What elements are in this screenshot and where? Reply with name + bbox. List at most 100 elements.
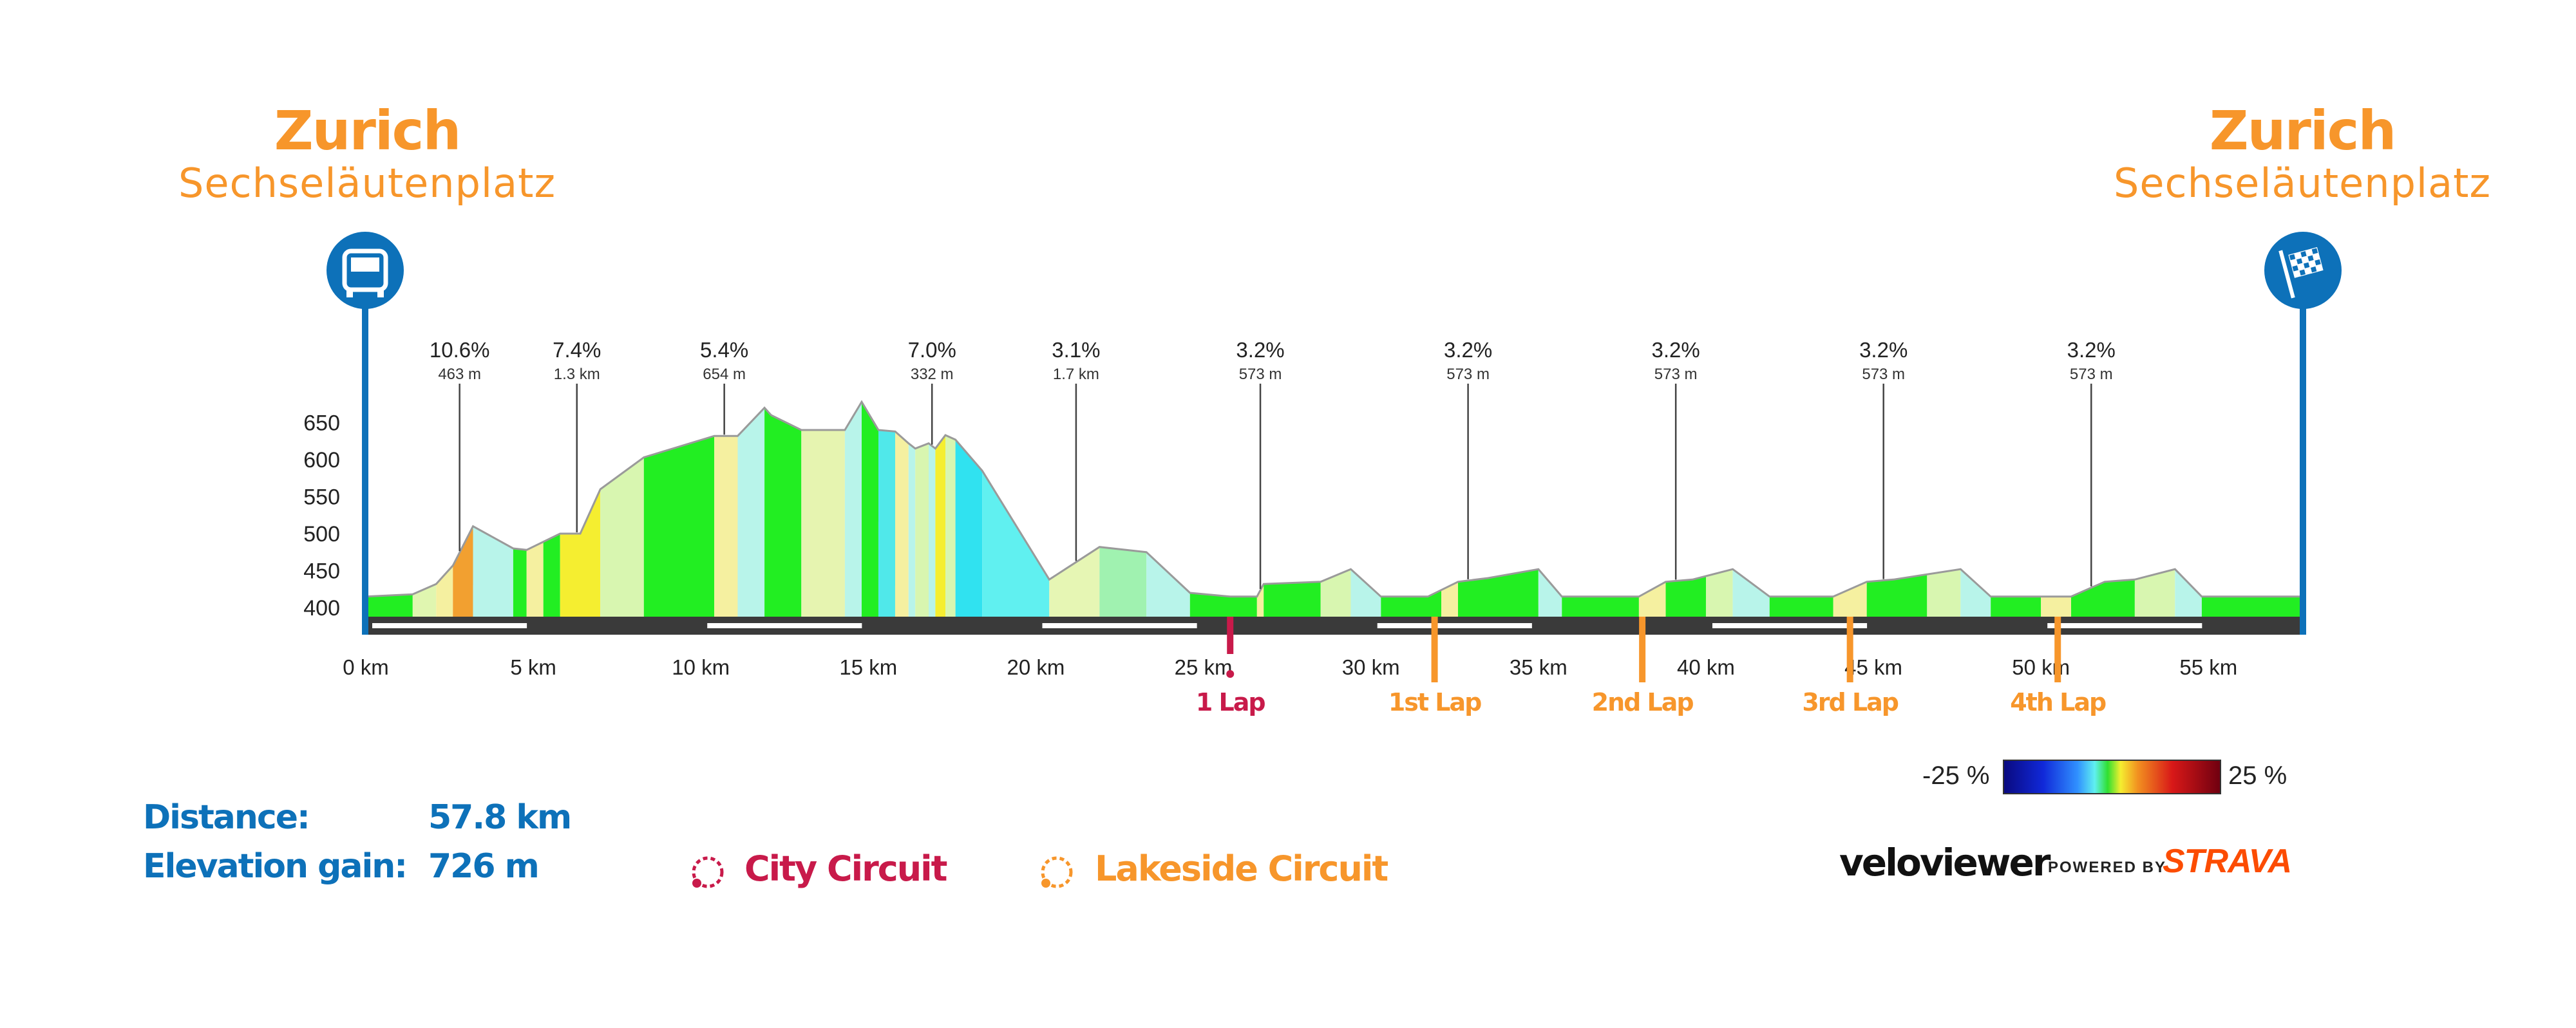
lap-marker bbox=[1431, 617, 1438, 682]
y-tick-label: 550 bbox=[303, 485, 340, 510]
climb-length-label: 654 m bbox=[703, 366, 746, 383]
profile-segment bbox=[1538, 569, 1562, 621]
road-dash bbox=[1712, 623, 1868, 628]
road-dash bbox=[1042, 623, 1197, 628]
profile-segment bbox=[412, 584, 437, 621]
gradient-scale-min: -25 % bbox=[1922, 762, 1990, 790]
lap-label: 1 Lap bbox=[1196, 688, 1265, 716]
start-place: Sechseläutenplatz bbox=[178, 160, 556, 207]
climb-gradient-label: 3.2% bbox=[1236, 338, 1284, 362]
road-dash bbox=[2047, 623, 2202, 628]
profile-segment bbox=[473, 526, 513, 621]
start-icon bbox=[327, 232, 404, 309]
profile-segment bbox=[2071, 579, 2135, 621]
lakeside-circuit-label: Lakeside Circuit bbox=[1095, 848, 1388, 889]
profile-segment bbox=[560, 489, 601, 621]
start-pole bbox=[362, 303, 368, 635]
x-tick-label: 30 km bbox=[1342, 655, 1400, 679]
profile-segment bbox=[1769, 596, 1833, 621]
x-tick-label: 25 km bbox=[1175, 655, 1233, 679]
profile-segment bbox=[1381, 590, 1441, 621]
profile-segment bbox=[1441, 581, 1458, 621]
profile-segment bbox=[764, 407, 802, 621]
road-strip bbox=[366, 617, 2302, 635]
profile-segment bbox=[1264, 581, 1321, 621]
x-tick-label: 50 km bbox=[2012, 655, 2070, 679]
profile-segment bbox=[908, 443, 916, 621]
x-tick-label: 5 km bbox=[510, 655, 556, 679]
profile-outline bbox=[365, 400, 2302, 598]
profile-segment bbox=[935, 435, 946, 621]
y-tick-label: 650 bbox=[303, 411, 340, 436]
climb-gradient-label: 3.2% bbox=[1652, 338, 1700, 362]
climb-length-label: 573 m bbox=[2070, 366, 2113, 383]
lap-label: 3rd Lap bbox=[1802, 688, 1898, 716]
profile-segment bbox=[737, 407, 765, 621]
profile-segment bbox=[915, 443, 929, 621]
profile-segment bbox=[1665, 575, 1706, 621]
lap-marker bbox=[2054, 617, 2061, 682]
climb-length-label: 573 m bbox=[1239, 366, 1282, 383]
profile-segment bbox=[945, 435, 956, 621]
profile-segment bbox=[1457, 569, 1539, 621]
lap-marker-dot bbox=[1226, 670, 1235, 678]
profile-segment bbox=[1705, 569, 1733, 621]
lap-marker bbox=[1227, 617, 1234, 654]
profile-segment bbox=[643, 436, 715, 621]
profile-segment bbox=[801, 430, 845, 621]
profile-segment bbox=[2134, 569, 2175, 621]
strava-logo: STRAVA bbox=[2163, 843, 2292, 880]
road-dash bbox=[372, 623, 527, 628]
profile-segment bbox=[1927, 569, 1961, 621]
finish-city: Zurich bbox=[2209, 99, 2397, 162]
profile-segment bbox=[1256, 584, 1264, 621]
climb-length-label: 573 m bbox=[1446, 366, 1490, 383]
x-tick-label: 0 km bbox=[343, 655, 389, 679]
profile-segment bbox=[1638, 581, 1666, 621]
climb-gradient-label: 3.2% bbox=[1444, 338, 1492, 362]
climb-gradient-label: 7.4% bbox=[553, 338, 601, 362]
climb-length-label: 1.7 km bbox=[1053, 366, 1099, 383]
profile-segment bbox=[453, 526, 473, 621]
y-tick-label: 500 bbox=[303, 522, 340, 547]
x-tick-label: 15 km bbox=[839, 655, 897, 679]
y-tick-label: 600 bbox=[303, 448, 340, 472]
climb-gradient-label: 7.0% bbox=[908, 338, 956, 362]
profile-segment bbox=[1991, 596, 2041, 621]
lap-label: 1st Lap bbox=[1388, 688, 1481, 716]
profile-segment bbox=[1732, 569, 1770, 621]
profile-segment bbox=[2201, 596, 2302, 621]
gradient-color-bar bbox=[2003, 760, 2221, 794]
profile-segment bbox=[955, 440, 983, 621]
y-tick-label: 400 bbox=[303, 596, 340, 621]
veloviewer-logo: veloviewer bbox=[1839, 841, 2050, 884]
climb-gradient-label: 10.6% bbox=[430, 338, 490, 362]
profile-segment bbox=[1960, 569, 1991, 621]
climb-length-label: 463 m bbox=[438, 366, 481, 383]
profile-segment bbox=[1146, 552, 1190, 621]
distance-label: Distance: bbox=[143, 798, 310, 837]
profile-segment bbox=[513, 548, 527, 621]
y-tick-label: 450 bbox=[303, 559, 340, 584]
gradient-scale-max: 25 % bbox=[2228, 762, 2287, 790]
elevation-gain-label: Elevation gain: bbox=[143, 847, 408, 886]
city-circuit-icon bbox=[692, 856, 724, 888]
profile-segment bbox=[895, 431, 909, 621]
elevation-gain-value: 726 m bbox=[428, 847, 540, 886]
road-dash bbox=[707, 623, 862, 628]
x-tick-label: 40 km bbox=[1677, 655, 1735, 679]
profile-segment bbox=[982, 471, 1050, 621]
x-tick-label: 10 km bbox=[672, 655, 730, 679]
profile-segment bbox=[1350, 569, 1381, 621]
climb-gradient-label: 3.2% bbox=[1859, 338, 1908, 362]
profile-segment bbox=[2041, 596, 2072, 621]
climb-gradient-label: 3.2% bbox=[2067, 338, 2116, 362]
lap-label: 4th Lap bbox=[2010, 688, 2106, 716]
distance-value: 57.8 km bbox=[428, 798, 572, 837]
start-city: Zurich bbox=[274, 99, 462, 162]
x-tick-label: 55 km bbox=[2179, 655, 2237, 679]
start-location: Zurich Sechseläutenplatz bbox=[142, 102, 592, 207]
x-tick-label: 20 km bbox=[1007, 655, 1065, 679]
